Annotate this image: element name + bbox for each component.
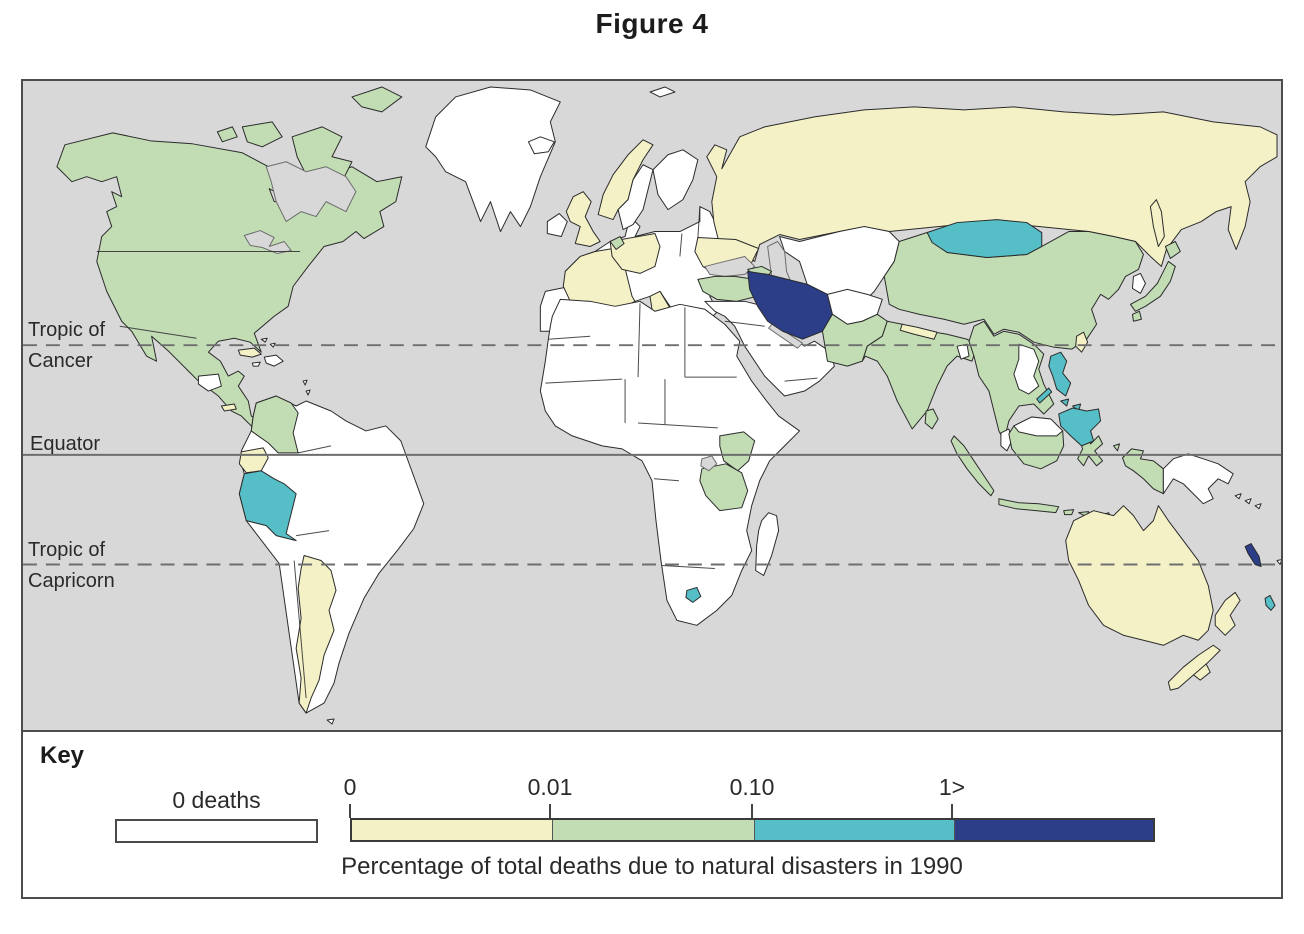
region-korea [1131, 272, 1146, 294]
region-fiji [1276, 559, 1281, 566]
world-map: Tropic of Cancer Equator Tropic of Capri… [23, 81, 1281, 730]
scale-tick-4 [951, 804, 953, 818]
panel-divider [23, 730, 1281, 732]
region-solomon [1234, 493, 1242, 500]
world-map-svg [23, 81, 1281, 730]
region-netherlands [609, 236, 625, 250]
region-new-zealand-north [1214, 591, 1241, 636]
region-norway [597, 139, 654, 221]
map-key: Key 0 deaths 0 0.01 0.10 1> Percentage o… [23, 732, 1281, 897]
region-japan-honshu [1129, 260, 1176, 312]
color-scale-bar [350, 818, 1155, 842]
scale-label-0: 0 [343, 774, 357, 800]
key-title: Key [40, 742, 85, 769]
region-antilles [302, 379, 308, 386]
region-papua-new-guinea [1162, 453, 1234, 505]
region-kenya [719, 431, 756, 472]
tropic-of-cancer-label-line1: Tropic of [28, 319, 106, 341]
scale-band-3 [754, 820, 954, 840]
region-cuba [237, 347, 262, 358]
region-svalbard [649, 86, 676, 98]
great-lakes [243, 230, 292, 254]
region-sakhalin [1149, 199, 1165, 247]
tropic-of-capricorn-label-line2: Capricorn [28, 570, 115, 592]
region-arctic-island [241, 121, 283, 148]
tropic-of-capricorn-label-line1: Tropic of [28, 539, 106, 561]
scale-label-0-01: 0.01 [527, 774, 573, 800]
region-japan-hokkaido [1164, 241, 1181, 259]
region-argentina [295, 555, 337, 714]
region-new-zealand-south [1167, 644, 1221, 691]
region-australia [1065, 505, 1214, 646]
scale-tick-3 [751, 804, 753, 818]
region-arctic-island [216, 126, 238, 143]
figure-panel: Tropic of Cancer Equator Tropic of Capri… [21, 79, 1283, 899]
equator-label: Equator [30, 433, 101, 455]
scale-band-2 [552, 820, 754, 840]
region-mongolia [926, 219, 1043, 258]
region-bahamas [260, 337, 268, 343]
region-china [883, 231, 1144, 350]
scale-band-4 [954, 820, 1153, 840]
scale-label-1-plus: 1> [938, 774, 966, 800]
region-solomon [1254, 503, 1262, 510]
region-lesser-sunda [1063, 509, 1075, 516]
region-sweden [617, 164, 654, 231]
region-japan-kyushu [1131, 310, 1142, 322]
zero-deaths-label: 0 deaths [172, 787, 261, 813]
region-africa [539, 298, 801, 626]
region-philippines-mindanao [1058, 407, 1102, 447]
hudson-bay [265, 161, 357, 223]
scale-tick-2 [549, 804, 551, 818]
region-finland [652, 149, 699, 211]
scale-tick-1 [349, 804, 351, 818]
region-arctic-island [351, 86, 403, 113]
lake-victoria [700, 455, 718, 472]
region-iceland [527, 136, 555, 155]
key-caption: Percentage of total deaths due to natura… [341, 853, 963, 880]
region-java [998, 498, 1060, 514]
tropic-of-cancer-label-line2: Cancer [28, 350, 93, 372]
region-russia [706, 106, 1278, 267]
region-jamaica [251, 361, 261, 367]
region-peru [238, 470, 297, 542]
region-philippines-visayas [1060, 398, 1070, 407]
scale-band-1 [352, 820, 552, 840]
scale-label-0-10: 0.10 [729, 774, 775, 800]
region-pacific-island [1264, 594, 1276, 611]
region-philippines-palawan [1036, 387, 1053, 404]
zero-deaths-swatch [115, 819, 318, 843]
region-sri-lanka [924, 408, 939, 430]
region-guatemala [197, 373, 222, 392]
region-lesotho [685, 586, 702, 603]
region-united-kingdom [565, 191, 601, 247]
region-borneo-malaysia [1013, 416, 1064, 437]
figure-title: Figure 4 [595, 8, 709, 39]
region-tanzania [699, 463, 749, 512]
persian-gulf [768, 322, 804, 349]
region-moluccas [1113, 443, 1121, 452]
region-taiwan [1075, 331, 1089, 353]
region-colombia [250, 395, 299, 454]
region-ireland [546, 213, 568, 238]
region-solomon [1244, 498, 1252, 505]
region-antilles [305, 389, 311, 396]
region-bahamas [269, 342, 276, 348]
country-borders [96, 206, 818, 699]
region-nepal [899, 323, 938, 340]
region-arctic-island [291, 126, 353, 183]
region-falkland [326, 718, 335, 725]
region-laos-cambodia [1013, 343, 1040, 395]
region-vanuatu [1244, 543, 1262, 568]
region-philippines-luzon [1048, 351, 1072, 397]
region-greenland [425, 86, 561, 233]
region-el-salvador [220, 403, 237, 412]
region-hispaniola [263, 354, 284, 367]
